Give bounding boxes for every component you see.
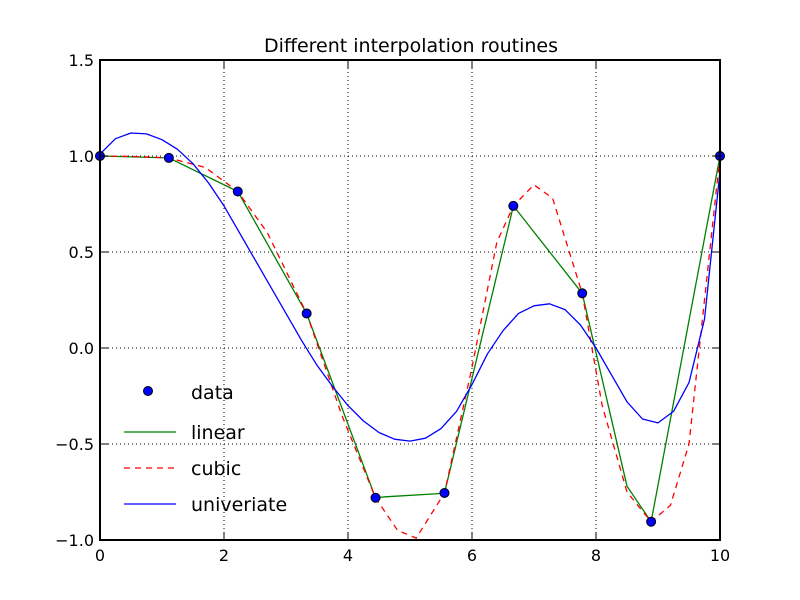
legend: data linear cubic univeriate [124,382,287,516]
y-tick-label: 1.0 [69,147,94,166]
y-tick-label: 0.0 [69,339,94,358]
legend-label-univeriate: univeriate [191,494,287,516]
data-point [508,200,519,211]
data-point [439,487,450,498]
data-point [163,152,174,163]
series-line-univeriate [99,132,721,442]
legend-label-cubic: cubic [191,458,241,480]
x-tick-label: 8 [591,546,601,565]
data-point [577,288,588,299]
data-point [301,308,312,319]
x-tick-label: 10 [710,546,730,565]
data-point [370,492,381,503]
legend-label-data: data [191,382,234,404]
x-tick-label: 4 [343,546,353,565]
y-tick-label: 1.5 [69,51,94,70]
y-tick-label: 0.5 [69,243,94,262]
plot-frame [99,59,721,541]
data-point [232,186,243,197]
x-tick-label: 2 [219,546,229,565]
series-line-cubic [99,155,721,539]
tick-layer: 0 2 4 6 8 10 −1.0 −0.5 0.0 0.5 1.0 1.5 [55,51,730,565]
y-tick-label: −0.5 [55,435,94,454]
x-tick-label: 6 [467,546,477,565]
plot-layer [95,132,725,539]
legend-marker-data [143,386,153,396]
x-tick-label: 0 [95,546,105,565]
y-tick-label: −1.0 [55,531,94,550]
data-point [646,516,657,527]
legend-label-linear: linear [191,422,245,444]
chart-title: Different interpolation routines [264,35,558,57]
